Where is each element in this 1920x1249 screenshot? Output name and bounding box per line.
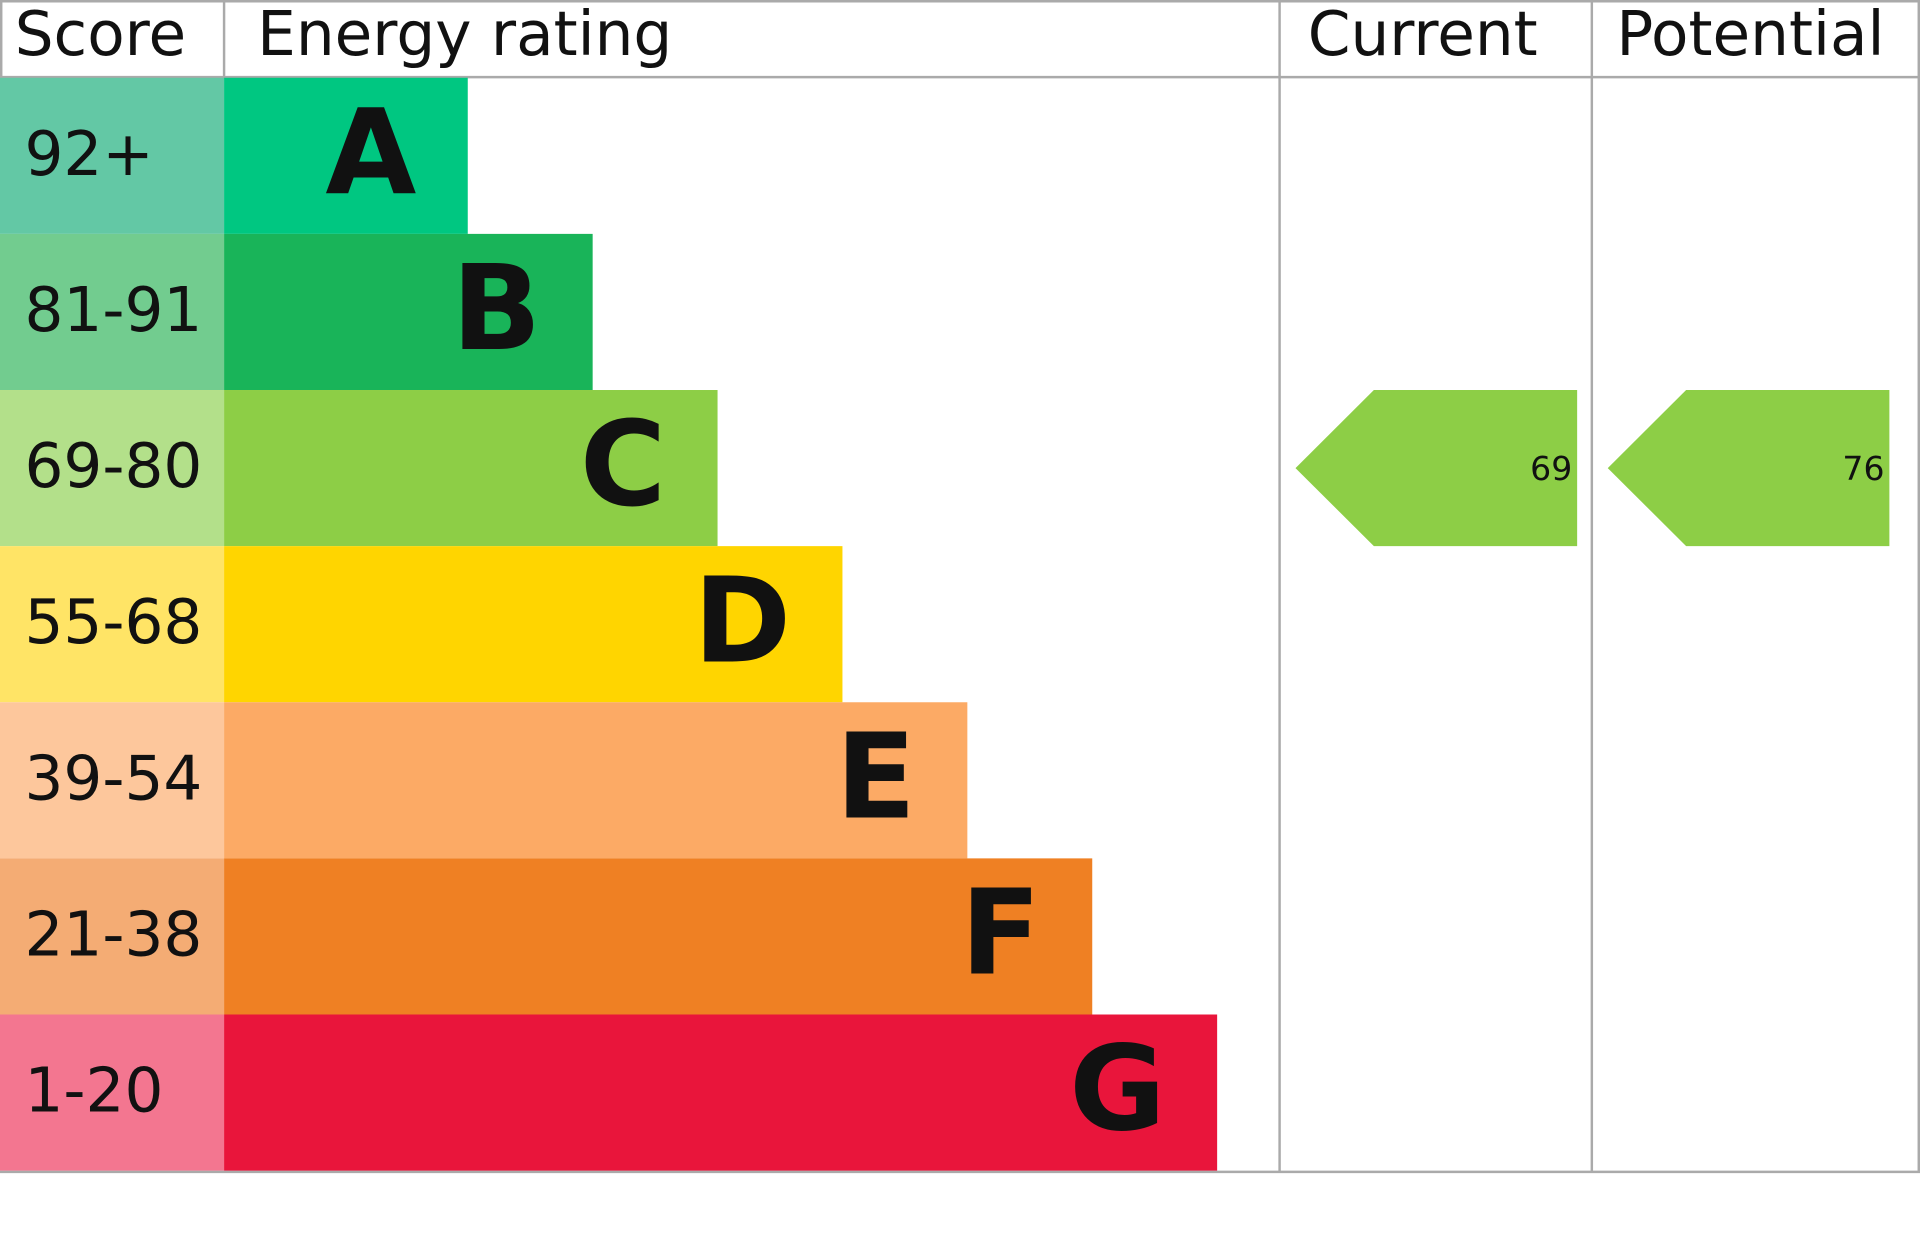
- score-range: 39-54: [24, 743, 202, 814]
- score-cell: [0, 858, 225, 1015]
- score-range: 55-68: [24, 587, 202, 658]
- score-range: 21-38: [24, 899, 202, 970]
- rating-letter: B: [452, 240, 542, 377]
- rating-letter: F: [961, 865, 1041, 1002]
- rating-bar: [224, 1014, 1218, 1171]
- score-cell: [0, 702, 225, 859]
- rating-letter: G: [1069, 1021, 1165, 1158]
- rating-bar: [224, 77, 468, 234]
- score-cell: [0, 390, 225, 547]
- score-range: 1-20: [24, 1056, 163, 1127]
- rating-bar: [224, 546, 843, 703]
- rating-letter: A: [325, 84, 416, 221]
- score-cell: [0, 233, 225, 391]
- score-cell: [0, 546, 225, 703]
- rating-bar: [224, 702, 968, 859]
- header-score: Score: [15, 0, 186, 70]
- score-range: 69-80: [24, 431, 202, 502]
- rating-letter: D: [693, 552, 791, 689]
- rating-letter: E: [836, 708, 916, 845]
- rating-bar: [224, 858, 1093, 1015]
- header-rating: Energy rating: [257, 0, 672, 70]
- rating-bar: [224, 233, 593, 391]
- score-cell: [0, 77, 225, 234]
- rating-letter: C: [580, 396, 666, 533]
- score-range: 92+: [24, 119, 153, 190]
- header-current: Current: [1308, 0, 1538, 70]
- potential-value: 76: [1842, 449, 1884, 488]
- rating-bar: [224, 390, 718, 547]
- header-potential: Potential: [1616, 0, 1884, 70]
- score-range: 81-91: [24, 275, 202, 346]
- current-arrow: [1295, 390, 1578, 547]
- score-cell: [0, 1014, 225, 1171]
- table-lines: [0, 0, 1920, 1174]
- current-value: 69: [1530, 449, 1572, 488]
- potential-arrow: [1607, 390, 1890, 547]
